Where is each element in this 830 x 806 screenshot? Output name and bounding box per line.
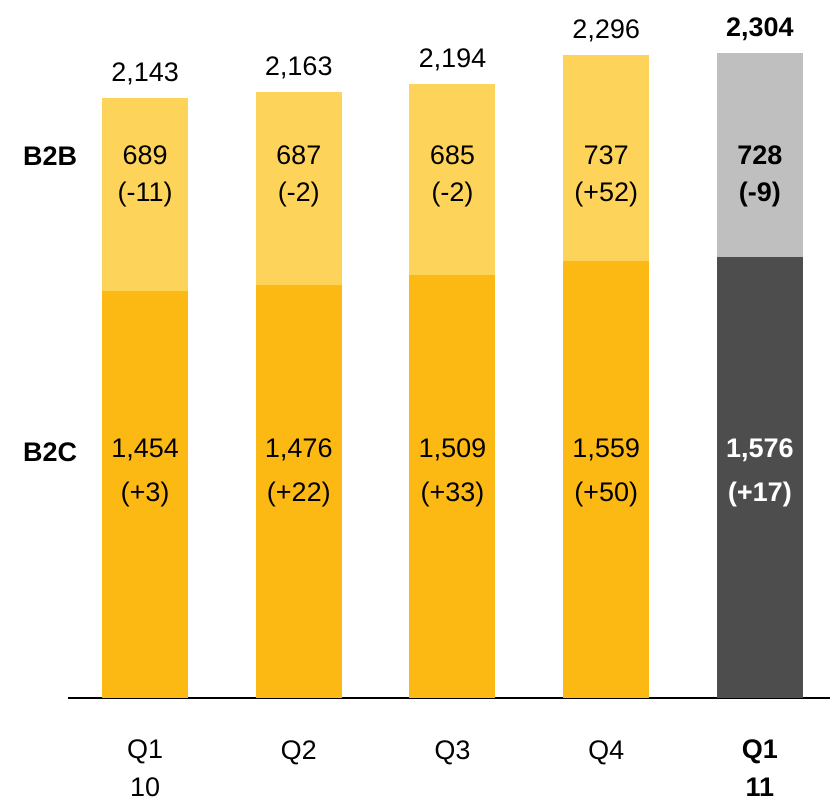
x-tick-label: Q1 11: [741, 734, 778, 802]
value-label: 685: [429, 140, 475, 170]
baseline: [68, 697, 830, 699]
value-label: 1,559: [572, 433, 640, 463]
change-label: (+3): [120, 477, 170, 507]
bar: [563, 261, 650, 698]
change-label: (+22): [266, 477, 331, 507]
bar: [255, 92, 342, 285]
bar: [716, 52, 803, 257]
change-label: (+50): [574, 477, 638, 507]
total-label: 2,163: [264, 51, 333, 82]
value-label: 728: [737, 140, 783, 170]
x-tick-label: Q2: [280, 735, 317, 765]
bar: [563, 55, 650, 262]
value-label: 737: [583, 140, 629, 170]
value-label: 687: [276, 140, 322, 170]
value-label: 1,454: [111, 433, 179, 463]
value-label: 689: [122, 140, 168, 170]
bar: [716, 256, 803, 698]
x-tick-label: Q4: [588, 735, 625, 765]
series-label: B2B: [22, 140, 78, 171]
value-label: 1,509: [418, 433, 487, 463]
series-label: B2C: [22, 437, 78, 467]
total-label: 2,296: [572, 14, 640, 45]
change-label: (-11): [117, 177, 173, 207]
total-label: 2,143: [111, 56, 179, 87]
value-label: 1,576: [726, 433, 794, 463]
change-label: (+52): [574, 177, 638, 207]
bar: [409, 275, 496, 698]
change-label: (+17): [727, 477, 792, 507]
x-tick-label: Q1 10: [126, 734, 164, 802]
value-label: 1,476: [264, 433, 333, 463]
change-label: (-2): [431, 177, 474, 207]
total-label: 2,194: [418, 42, 487, 73]
bar: [102, 97, 188, 291]
bar: [409, 83, 496, 276]
total-label: 2,304: [726, 11, 794, 42]
x-tick-label: Q3: [434, 735, 471, 765]
change-label: (+33): [420, 477, 485, 507]
change-label: (-9): [738, 177, 781, 207]
bar: [255, 284, 342, 698]
change-label: (-2): [277, 177, 320, 207]
bar: [102, 290, 188, 698]
